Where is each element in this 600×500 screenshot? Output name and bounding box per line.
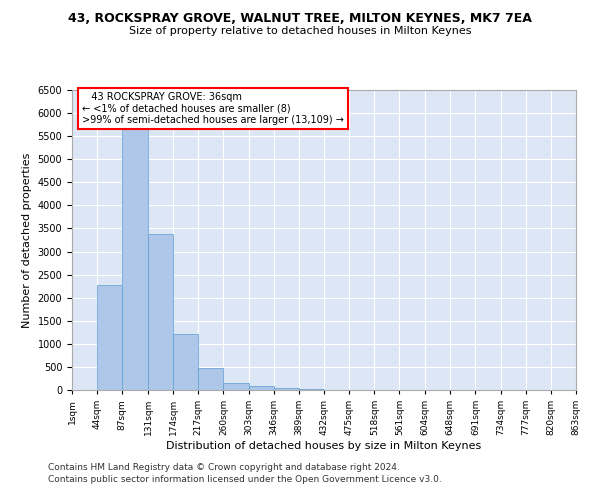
Text: 43 ROCKSPRAY GROVE: 36sqm
← <1% of detached houses are smaller (8)
>99% of semi-: 43 ROCKSPRAY GROVE: 36sqm ← <1% of detac… bbox=[82, 92, 344, 124]
Bar bbox=[122, 127, 148, 390]
Bar bbox=[248, 386, 274, 390]
Bar bbox=[223, 383, 248, 390]
Bar bbox=[97, 285, 122, 390]
Bar bbox=[274, 388, 299, 390]
Bar bbox=[148, 234, 173, 390]
Bar bbox=[198, 368, 223, 390]
X-axis label: Distribution of detached houses by size in Milton Keynes: Distribution of detached houses by size … bbox=[166, 441, 482, 451]
Text: 43, ROCKSPRAY GROVE, WALNUT TREE, MILTON KEYNES, MK7 7EA: 43, ROCKSPRAY GROVE, WALNUT TREE, MILTON… bbox=[68, 12, 532, 26]
Bar bbox=[173, 334, 198, 390]
Text: Contains public sector information licensed under the Open Government Licence v3: Contains public sector information licen… bbox=[48, 475, 442, 484]
Text: Contains HM Land Registry data © Crown copyright and database right 2024.: Contains HM Land Registry data © Crown c… bbox=[48, 464, 400, 472]
Y-axis label: Number of detached properties: Number of detached properties bbox=[22, 152, 32, 328]
Text: Size of property relative to detached houses in Milton Keynes: Size of property relative to detached ho… bbox=[129, 26, 471, 36]
